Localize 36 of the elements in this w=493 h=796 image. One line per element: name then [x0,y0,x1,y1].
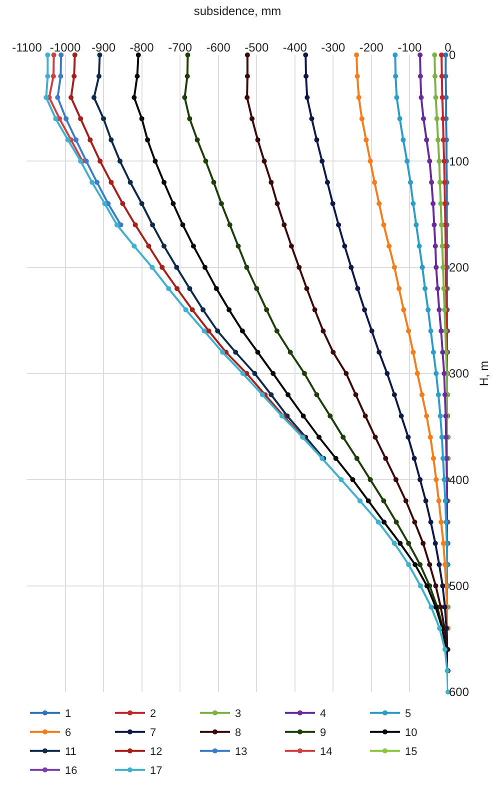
y-tick-label: 400 [449,472,470,487]
legend-label: 1 [65,708,72,720]
x-tick-label: -700 [168,40,192,55]
x-tick-label: -400 [282,40,308,55]
legend-label: 13 [235,746,248,758]
x-tick-label: -600 [206,40,231,55]
legend-label: 14 [320,746,332,758]
x-tick-label: -800 [130,40,154,55]
legend-label: 12 [150,746,162,758]
legend-label: 10 [405,727,418,740]
legend-label: 11 [65,746,76,758]
x-tick-label: -1100 [12,40,42,55]
y-axis-title: H, m [477,360,491,386]
legend-label: 17 [150,765,162,778]
legend-label: 16 [65,765,78,778]
legend-label: 2 [150,708,156,720]
legend-label: 6 [65,727,72,740]
x-tick-label: -100 [398,40,422,55]
y-tick-label: 600 [449,685,470,700]
y-tick-label: 500 [449,579,470,594]
y-tick-label: 100 [449,154,470,168]
legend-label: 4 [320,708,326,720]
x-axis-title: subsidence, mm [194,4,282,18]
legend-label: 15 [405,746,418,758]
x-tick-label: -200 [359,40,384,55]
y-tick-label: 300 [449,366,470,381]
x-tick-label: -900 [92,40,116,55]
y-tick-label: 200 [449,260,470,275]
x-tick-label: -300 [321,40,346,55]
x-tick-label: -500 [244,40,269,55]
legend-label: 7 [150,727,156,740]
legend-label: 9 [320,727,326,740]
legend-label: 3 [235,708,242,720]
legend-label: 5 [405,708,412,720]
legend-label: 8 [235,727,242,740]
x-tick-label: -1000 [50,40,81,55]
